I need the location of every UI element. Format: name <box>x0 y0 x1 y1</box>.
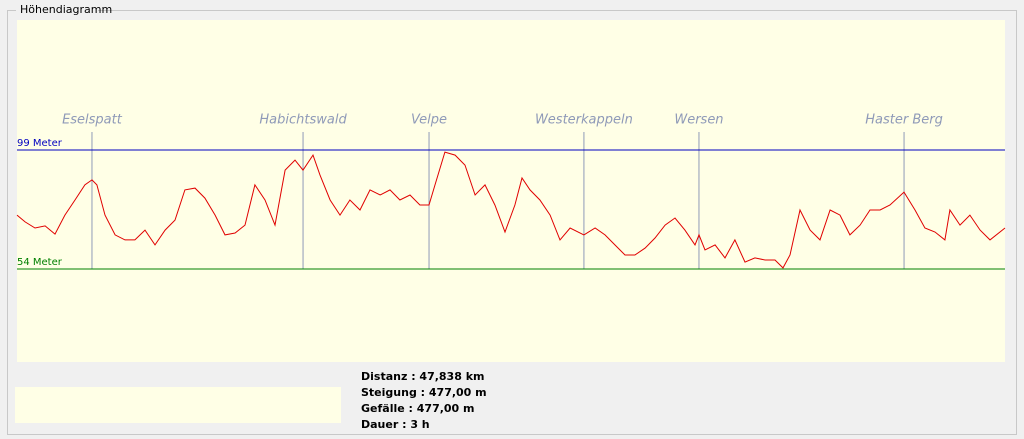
group-box <box>7 10 1017 435</box>
y-tick-label: 54 Meter <box>17 257 63 268</box>
waypoint-label: Habichtswald <box>259 113 347 128</box>
waypoint-label: Velpe <box>411 113 447 128</box>
y-tick-label: 99 Meter <box>17 138 63 149</box>
waypoint-label: Eselspatt <box>62 113 123 128</box>
stat-line: Steigung : 477,00 m <box>361 386 487 399</box>
stat-line: Dauer : 3 h <box>361 418 430 431</box>
stat-line: Distanz : 47,838 km <box>361 370 484 383</box>
waypoint-label: Wersen <box>674 113 723 128</box>
waypoint-label: Haster Berg <box>865 113 943 128</box>
elevation-line <box>16 151 1006 269</box>
info-box <box>15 387 341 423</box>
group-title-bg <box>16 5 98 17</box>
stat-line: Gefälle : 477,00 m <box>361 402 475 415</box>
group-title: Höhendiagramm <box>20 3 112 16</box>
plot-area <box>17 20 1005 362</box>
waypoint-label: Westerkappeln <box>535 113 633 128</box>
